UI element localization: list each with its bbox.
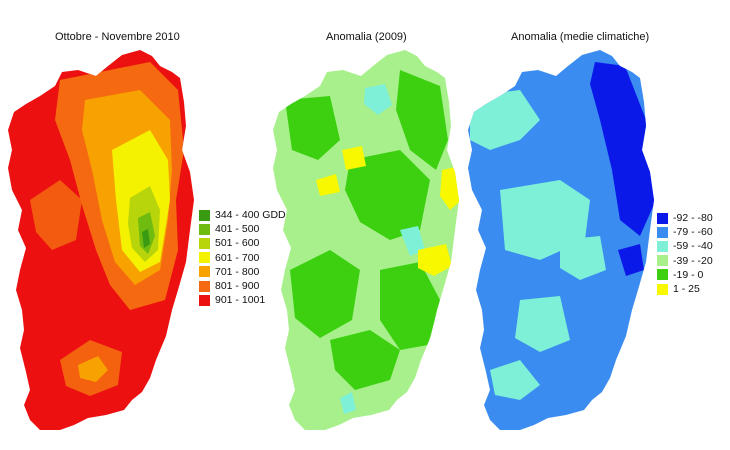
legend-anomaly-swatch: [657, 240, 668, 252]
legend-anomaly-label: -79 - -60: [673, 226, 713, 239]
legend-gdd-entry: 801 - 900: [199, 279, 286, 293]
legend-gdd-entry: 701 - 800: [199, 265, 286, 279]
legend-anomaly-entry: -19 - 0: [657, 268, 713, 282]
legend-anomaly-label: -39 - -20: [673, 254, 713, 267]
legend-gdd-label: 344 - 400 GDD: [215, 209, 286, 222]
legend-gdd-entry: 401 - 500: [199, 222, 286, 236]
legend-gdd-label: 701 - 800: [215, 265, 260, 278]
legend-gdd-swatch: [199, 237, 210, 249]
legend-gdd-entry: 344 - 400 GDD: [199, 208, 286, 222]
legend-gdd-label: 601 - 700: [215, 251, 260, 264]
legend-anomaly-swatch: [657, 269, 668, 281]
map-title-anomaly-climate: Anomalia (medie climatiche): [511, 31, 650, 43]
legend-gdd-swatch: [199, 294, 210, 306]
legend-anomaly-entry: -59 - -40: [657, 239, 713, 253]
legend-gdd-entry: 901 - 1001: [199, 293, 286, 307]
legend-gdd-swatch: [199, 209, 210, 221]
legend-anomaly-entry: 1 - 25: [657, 282, 713, 296]
legend-gdd-swatch: [199, 223, 210, 235]
legend-anomaly-label: -59 - -40: [673, 240, 713, 253]
legend-anomaly-swatch: [657, 255, 668, 267]
legend-anomaly-label: 1 - 25: [673, 283, 700, 296]
legend-gdd-swatch: [199, 266, 210, 278]
map-title-gdd-2010: Ottobre - Novembre 2010: [55, 31, 180, 43]
legend-gdd-label: 901 - 1001: [215, 294, 266, 307]
map-anomaly-climate: [468, 50, 654, 430]
legend-anomaly-entry: -39 - -20: [657, 254, 713, 268]
legend-anomaly-label: -19 - 0: [673, 268, 704, 281]
legend-gdd-label: 401 - 500: [215, 223, 260, 236]
legend-anomaly-swatch: [657, 212, 668, 224]
legend-anomaly-label: -92 - -80: [673, 212, 713, 225]
legend-anomaly: -92 - -80 -79 - -60 -59 - -40 -39 - -20 -19 …: [657, 211, 713, 296]
map-anomaly-2009: [273, 50, 459, 430]
legend-anomaly-swatch: [657, 283, 668, 295]
map-gdd-2010: [8, 50, 194, 430]
legend-gdd-label: 501 - 600: [215, 237, 260, 250]
legend-anomaly-swatch: [657, 226, 668, 238]
legend-gdd-swatch: [199, 280, 210, 292]
legend-gdd-swatch: [199, 252, 210, 264]
map-title-anomaly-2009: Anomalia (2009): [326, 31, 407, 43]
legend-anomaly-entry: -92 - -80: [657, 211, 713, 225]
legend-gdd-entry: 501 - 600: [199, 236, 286, 250]
legend-gdd-entry: 601 - 700: [199, 251, 286, 265]
legend-gdd-label: 801 - 900: [215, 280, 260, 293]
legend-gdd: 344 - 400 GDD 401 - 500 501 - 600 601 - 700…: [199, 208, 286, 307]
legend-anomaly-entry: -79 - -60: [657, 225, 713, 239]
